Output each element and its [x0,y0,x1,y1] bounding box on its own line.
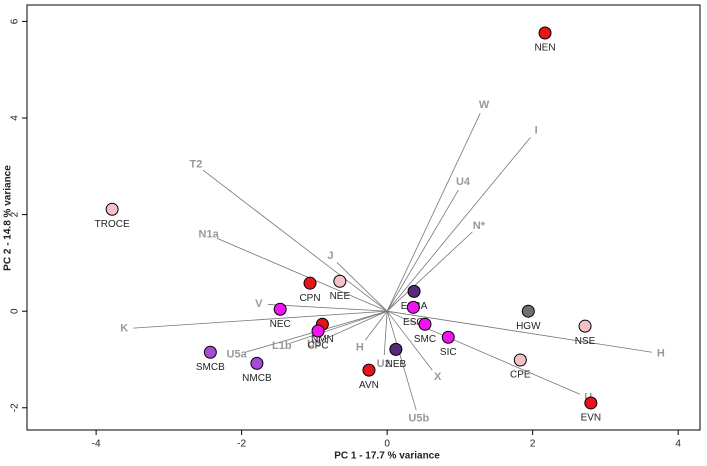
point [441,330,455,344]
y-tick-label: 6 [10,18,21,24]
x-tick-label: -4 [92,439,101,450]
loading-arrow [386,310,433,371]
point-label: NEE [330,291,351,302]
y-tick-label: 0 [10,308,21,314]
point [250,356,264,370]
plot-frame [26,4,701,431]
loading-arrow [386,189,459,312]
point [513,353,527,367]
y-tick-label: 4 [10,115,21,121]
loading-arrow [267,304,388,312]
loading-arrow [133,310,388,329]
point-label: NEC [270,319,291,330]
loading-label: X [434,371,442,383]
loading-arrow [386,231,473,312]
loading-arrow [322,310,388,341]
point [273,302,287,316]
point-label: CPC [307,341,328,352]
loading-label: U5b [408,413,429,425]
loading-arrow [336,262,388,312]
point-label: CPE [510,370,531,381]
loading-arrow [386,311,417,411]
point [406,300,420,314]
point-label: NMCB [242,373,272,384]
y-tick-label: -2 [10,403,21,412]
y-axis-label: PC 2 - 14.8 % variance [3,165,14,271]
loading-label: U4 [456,176,471,188]
point [578,319,592,333]
point [584,396,598,410]
point [538,26,552,40]
loading-label: H [356,341,364,353]
loading-label: N1a [199,229,220,241]
x-tick-label: 4 [675,439,681,450]
point [418,317,432,331]
point [303,276,317,290]
point-label: SMC [414,334,436,345]
point-label: TROCE [95,219,130,230]
point [407,284,421,298]
point-label: HGW [516,321,541,332]
loading-label: J [327,250,333,262]
point-label: SMCB [196,362,225,373]
loading-arrow [383,311,388,356]
point-label: NEN [534,43,555,54]
x-tick-label: -2 [237,439,246,450]
point [389,342,403,356]
point-label: ESC [403,317,424,328]
loading-arrow [386,113,481,312]
point [203,345,217,359]
loading-arrow [216,237,388,312]
point [362,363,376,377]
loading-label: L1b [272,340,292,352]
loading-label: I [535,124,538,136]
loading-label: U3 [307,338,321,350]
point-label: NEB [386,359,407,370]
loading-label: V [255,298,263,310]
point-label: NMN [311,334,334,345]
loading-arrow [387,310,653,353]
loading-arrow [290,310,388,344]
loading-label: U2 [377,358,391,370]
x-axis-label: PC 1 - 17.7 % variance [334,451,440,462]
x-tick-label: 0 [384,439,390,450]
y-tick-label: 2 [10,211,21,217]
point [333,274,347,288]
loading-label: K [120,323,128,335]
x-tick-label: 2 [530,439,536,450]
loading-arrow [202,169,388,312]
loading-arrow [364,310,388,341]
point [521,304,535,318]
loading-label: N* [473,220,486,232]
point-label: NSE [575,336,596,347]
point-label: AVN [359,380,379,391]
point [311,324,325,338]
loading-label: H [657,348,665,360]
point-label: CPN [299,293,320,304]
point-label: SIC [440,347,457,358]
loading-label: W [479,99,490,111]
point-label: EVN [581,413,602,424]
point [105,202,119,216]
loading-label: T2 [190,159,203,171]
loading-label: U5a [227,349,248,361]
loading-arrow [386,137,531,312]
